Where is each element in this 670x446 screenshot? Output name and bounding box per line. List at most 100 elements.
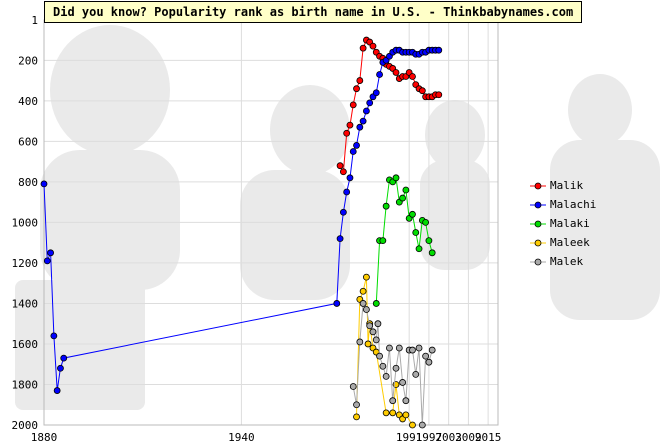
- series-malaki: [372, 174, 436, 307]
- data-point: [372, 300, 380, 307]
- legend-label: Malek: [550, 255, 584, 268]
- x-tick-label: 2009: [455, 431, 482, 444]
- data-point: [47, 249, 54, 257]
- y-tick-label: 1000: [12, 216, 39, 229]
- y-tick-label: 1200: [12, 257, 39, 270]
- y-tick-label: 2000: [12, 419, 39, 432]
- data-point: [336, 235, 344, 243]
- legend-marker: [530, 220, 546, 227]
- data-point: [359, 300, 367, 307]
- x-tick-label: 1997: [416, 431, 443, 444]
- data-point: [422, 218, 430, 226]
- data-point: [382, 409, 390, 417]
- data-point: [356, 77, 364, 84]
- series-line: [352, 301, 433, 426]
- y-tick-label: 200: [18, 54, 38, 67]
- data-point: [422, 352, 430, 360]
- data-point: [389, 409, 397, 417]
- data-point: [346, 121, 354, 129]
- data-point: [395, 344, 403, 352]
- legend-item: Maleek: [530, 233, 596, 252]
- legend-item: Malek: [530, 252, 596, 271]
- data-point: [425, 237, 433, 245]
- data-point: [409, 210, 416, 218]
- x-tick-label: 1940: [228, 431, 255, 444]
- data-point: [363, 306, 370, 313]
- data-point: [50, 332, 58, 340]
- data-point: [428, 249, 436, 257]
- data-point: [353, 413, 360, 421]
- data-point: [349, 148, 357, 155]
- x-tick-label: 1991: [396, 431, 423, 444]
- data-point: [353, 401, 360, 409]
- data-point: [369, 328, 377, 336]
- data-point: [53, 387, 61, 394]
- data-point: [399, 379, 406, 386]
- data-point: [343, 129, 351, 137]
- data-point: [57, 364, 64, 372]
- data-point: [389, 397, 397, 405]
- data-point: [376, 352, 383, 360]
- legend-label: Malaki: [550, 217, 590, 230]
- data-point: [349, 383, 357, 390]
- data-point: [415, 344, 423, 352]
- legend-label: Malik: [550, 179, 584, 192]
- legend-item: Malik: [530, 176, 596, 195]
- x-tick-label: 2003: [435, 431, 462, 444]
- data-point: [40, 180, 48, 188]
- data-point: [376, 71, 383, 78]
- data-point: [349, 101, 357, 109]
- series-malik: [336, 36, 443, 176]
- data-point: [386, 344, 393, 352]
- data-point: [418, 421, 426, 429]
- data-point: [363, 273, 370, 281]
- legend: Malik Malachi Malaki Maleek Malek: [530, 176, 596, 271]
- data-point: [43, 257, 51, 265]
- data-point: [372, 336, 380, 344]
- legend-marker: [530, 201, 546, 208]
- background-photo: [15, 25, 660, 410]
- data-point: [409, 73, 416, 80]
- y-tick-label: 1800: [12, 378, 39, 391]
- data-point: [402, 397, 410, 405]
- data-point: [374, 320, 382, 328]
- data-point: [336, 162, 344, 170]
- data-point: [435, 46, 443, 54]
- data-point: [392, 364, 400, 372]
- y-tick-label: 1600: [12, 338, 39, 351]
- y-tick-label: 400: [18, 95, 38, 108]
- data-point: [359, 117, 367, 125]
- legend-marker: [530, 239, 546, 246]
- data-point: [359, 287, 367, 295]
- series-layer: [40, 36, 443, 429]
- data-point: [412, 370, 420, 378]
- data-point: [379, 237, 387, 245]
- data-point: [399, 194, 406, 202]
- data-point: [366, 99, 374, 107]
- data-point: [339, 208, 347, 216]
- data-point: [366, 322, 374, 330]
- data-point: [382, 372, 390, 380]
- legend-label: Malachi: [550, 198, 597, 211]
- data-point: [425, 358, 433, 366]
- data-point: [382, 202, 390, 210]
- x-tick-label: 1880: [31, 431, 58, 444]
- axes: 1200400600800100012001400160018002000188…: [12, 14, 502, 444]
- y-tick-label: 800: [18, 176, 38, 189]
- y-tick-label: 1: [31, 14, 38, 27]
- data-point: [402, 186, 410, 194]
- data-point: [415, 245, 423, 253]
- chart-title: Did you know? Popularity rank as birth n…: [44, 1, 583, 23]
- data-point: [364, 340, 372, 348]
- data-point: [363, 107, 370, 115]
- data-point: [343, 188, 351, 196]
- y-tick-label: 1400: [12, 297, 39, 310]
- y-tick-label: 600: [18, 135, 38, 148]
- data-point: [412, 229, 420, 236]
- legend-label: Maleek: [550, 236, 590, 249]
- data-point: [409, 346, 416, 354]
- data-point: [356, 338, 364, 346]
- data-point: [333, 300, 341, 307]
- data-point: [379, 362, 387, 370]
